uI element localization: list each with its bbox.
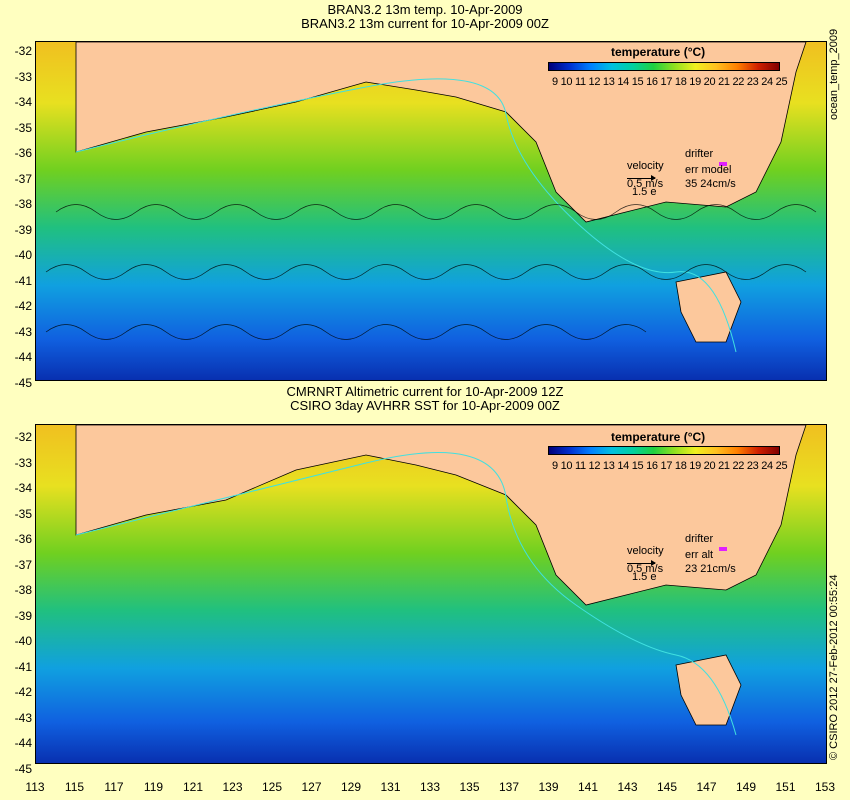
bottom-velocity-arrow <box>627 557 656 569</box>
x-tick: 145 <box>656 780 678 794</box>
bottom-y-tick: -34 <box>14 481 32 495</box>
bottom-y-tick: -40 <box>14 634 32 648</box>
top-y-tick: -37 <box>14 171 32 186</box>
bottom-side-label: © CSIRO 2012 27-Feb-2012 00:55:24 <box>828 574 840 760</box>
top-legend-labels: 9 10 11 12 13 14 15 16 17 18 19 20 21 22… <box>552 76 788 88</box>
top-drifter-icon <box>716 158 727 170</box>
bottom-y-tick: -43 <box>14 710 32 725</box>
x-tick: 113 <box>25 780 45 794</box>
top-legend-colorbar <box>548 62 780 71</box>
bottom-y-tick: -45 <box>14 761 32 776</box>
x-tick: 147 <box>696 780 717 794</box>
top-y-tick: -41 <box>14 273 32 288</box>
bottom-y-tick: -44 <box>14 736 32 750</box>
x-tick: 127 <box>301 780 322 794</box>
top-y-tick: -35 <box>14 120 32 135</box>
top-title-line1: BRAN3.2 13m temp. 10-Apr-2009 <box>327 2 523 17</box>
x-tick: 141 <box>577 780 599 794</box>
bottom-drifter-label: drifter <box>685 533 714 545</box>
bottom-drifter-icon <box>716 543 727 555</box>
bottom-y-tick: -36 <box>14 532 32 546</box>
bottom-legend-title: temperature (°C) <box>611 430 706 444</box>
bottom-y-tick: -32 <box>14 430 32 444</box>
top-err-value: 35 24cm/s <box>685 178 736 190</box>
top-y-tick: -33 <box>14 69 32 84</box>
top-drifter-label: drifter <box>685 148 714 160</box>
bottom-err-value: 23 21cm/s <box>685 563 736 575</box>
x-tick: 151 <box>775 780 796 794</box>
x-tick: 133 <box>419 780 441 794</box>
bottom-y-tick: -42 <box>14 685 32 699</box>
bottom-err-label: err alt <box>685 549 714 561</box>
top-err-label: err model <box>685 164 732 176</box>
bottom-velocity-sub: 1.5 e <box>632 571 657 583</box>
top-y-tick: -34 <box>14 95 32 109</box>
top-map-panel <box>35 41 827 381</box>
top-y-tick: -43 <box>14 324 32 339</box>
bottom-legend-labels: 9 10 11 12 13 14 15 16 17 18 19 20 21 22… <box>552 460 788 472</box>
top-y-tick: -38 <box>14 197 32 211</box>
x-tick: 117 <box>104 780 124 794</box>
top-y-tick: -42 <box>14 299 32 313</box>
bottom-map-svg <box>36 425 826 763</box>
bottom-map-panel <box>35 424 827 764</box>
bottom-legend-colorbar <box>548 446 780 455</box>
top-velocity-arrow <box>627 172 656 184</box>
x-tick: 135 <box>459 780 480 794</box>
top-y-tick: -32 <box>14 44 32 58</box>
top-y-tick: -36 <box>14 146 32 160</box>
x-tick: 115 <box>64 780 85 794</box>
top-map-svg <box>36 42 826 380</box>
top-title-line2: BRAN3.2 13m current for 10-Apr-2009 00Z <box>301 16 549 31</box>
top-y-tick: -39 <box>14 222 32 237</box>
x-tick: 139 <box>538 780 559 794</box>
x-tick: 153 <box>814 780 836 794</box>
x-tick: 125 <box>261 780 283 794</box>
x-tick: 129 <box>340 780 362 794</box>
x-tick: 143 <box>617 780 638 794</box>
top-velocity-sub: 1.5 e <box>632 186 657 198</box>
bottom-title-line2: CSIRO 3day AVHRR SST for 10-Apr-2009 00Z <box>290 398 560 413</box>
bottom-y-tick: -41 <box>14 659 32 674</box>
top-velocity-label: velocity <box>627 160 664 172</box>
x-tick: 137 <box>498 780 520 794</box>
top-velocity-value: 0.5 m/s <box>627 178 664 190</box>
bottom-velocity-value: 0.5 m/s <box>627 563 664 575</box>
top-y-tick: -40 <box>14 248 32 262</box>
top-legend-title: temperature (°C) <box>611 45 706 59</box>
x-tick: 119 <box>143 780 164 794</box>
bottom-velocity-label: velocity <box>627 545 664 557</box>
bottom-y-tick: -33 <box>14 455 32 470</box>
top-y-tick: -44 <box>14 350 32 364</box>
bottom-y-tick: -37 <box>14 557 32 572</box>
top-side-label: ocean_temp_2009 <box>828 28 840 120</box>
bottom-y-tick: -39 <box>14 608 32 623</box>
x-tick: 123 <box>222 780 243 794</box>
bottom-y-tick: -35 <box>14 506 32 521</box>
x-tick: 131 <box>380 780 401 794</box>
x-tick: 121 <box>182 780 204 794</box>
bottom-y-tick: -38 <box>14 583 32 597</box>
bottom-title-line1: CMRNRT Altimetric current for 10-Apr-200… <box>286 384 564 399</box>
top-y-tick: -45 <box>14 375 32 390</box>
x-tick: 149 <box>735 780 757 794</box>
